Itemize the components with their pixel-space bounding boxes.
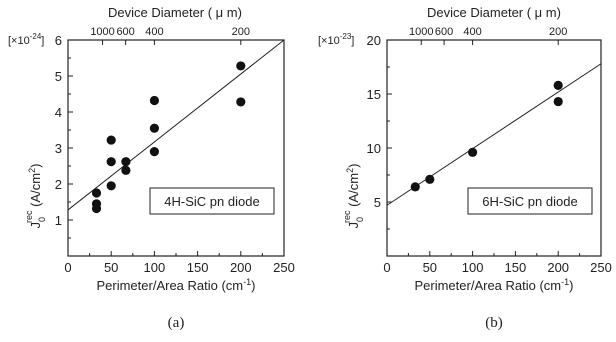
x-tick-label-0: 0 [383, 260, 390, 275]
data-point-5 [106, 181, 116, 191]
data-point-8 [149, 95, 159, 106]
caption-a: (a) [168, 315, 185, 331]
y-axis-label-b: J0rec (A/cm2) [342, 164, 365, 229]
x-tick-label-3: 150 [187, 260, 209, 275]
data-point-4 [106, 157, 116, 167]
ticks-a: 0 50 100 150 200 250 1 2 3 4 5 6 1000 600 400 200 [55, 26, 295, 275]
y-tick-label-1: 2 [55, 177, 62, 192]
top-tick-label-0: 1000 [90, 26, 114, 38]
top-tick-label-0: 1000 [409, 26, 433, 38]
top-tick-label-2: 400 [145, 26, 163, 38]
data-point-2 [468, 147, 478, 157]
y-tick-label-3: 4 [55, 105, 62, 120]
x-tick-label-3: 150 [505, 260, 527, 275]
fit-line-a [67, 39, 285, 211]
top-tick-label-3: 200 [549, 26, 567, 38]
top-tick-label-3: 200 [232, 26, 250, 38]
data-point-4 [553, 96, 563, 107]
y-tick-label-5: 6 [55, 33, 62, 48]
x-tick-label-2: 100 [144, 260, 166, 275]
top-tick-label-1: 600 [116, 26, 134, 38]
top-tick-label-1: 600 [435, 26, 453, 38]
x-tick-label-5: 250 [590, 260, 612, 275]
x-tick-label-2: 100 [462, 260, 484, 275]
x-tick-label-4: 200 [547, 260, 569, 275]
data-point-2 [91, 203, 102, 214]
x-tick-label-5: 250 [273, 260, 295, 275]
y-tick-label-3: 20 [367, 33, 381, 48]
data-point-6 [121, 157, 131, 167]
plot-frame-a [67, 39, 285, 257]
y-tick-label-0: 1 [55, 213, 62, 228]
data-point-9 [149, 123, 159, 133]
y-tick-label-2: 15 [367, 87, 381, 102]
fit-line-b [386, 63, 602, 206]
points-a [91, 61, 246, 214]
caption-b: (b) [485, 315, 503, 331]
top-axis-label-a: Device Diameter ( μ m) [108, 5, 242, 20]
data-point-7 [121, 165, 131, 175]
ticks-b: 0 50 100 150 200 250 5 10 15 20 1000 600 400 200 [367, 26, 612, 275]
legend-box-a [149, 187, 275, 215]
legend-text-a: 4H-SiC pn diode [164, 194, 259, 209]
y-tick-label-2: 3 [55, 141, 62, 156]
plot-frame-b [386, 39, 602, 257]
data-point-11 [236, 61, 246, 71]
data-point-10 [149, 147, 159, 157]
data-point-12 [236, 97, 246, 107]
y-axis-label-a: J0rec (A/cm2) [24, 164, 47, 229]
legend-box-b [467, 187, 593, 215]
top-tick-label-2: 400 [463, 26, 481, 38]
multiplier-b: [×10-23] [318, 32, 354, 47]
panel-a: Device Diameter ( μ m) [×10-24] J0rec (A… [8, 5, 295, 331]
y-tick-label-0: 5 [374, 195, 381, 210]
y-tick-label-1: 10 [367, 141, 381, 156]
data-point-3 [106, 135, 116, 145]
x-axis-label-a: Perimeter/Area Ratio (cm-1) [96, 277, 255, 293]
points-b [410, 80, 563, 192]
panel-b: Device Diameter ( μ m) [×10-23] J0rec (A… [318, 5, 612, 331]
data-point-0 [91, 188, 102, 198]
data-point-0 [410, 182, 420, 192]
x-tick-label-4: 200 [230, 260, 252, 275]
legend-text-b: 6H-SiC pn diode [482, 194, 577, 209]
x-axis-label-b: Perimeter/Area Ratio (cm-1) [414, 277, 573, 293]
multiplier-a: [×10-24] [8, 32, 44, 47]
y-tick-label-4: 5 [55, 69, 62, 84]
data-point-1 [425, 174, 435, 184]
top-axis-label-b: Device Diameter ( μ m) [427, 5, 561, 20]
x-tick-label-1: 50 [423, 260, 437, 275]
data-point-3 [553, 80, 563, 90]
x-tick-label-0: 0 [64, 260, 71, 275]
x-tick-label-1: 50 [104, 260, 118, 275]
